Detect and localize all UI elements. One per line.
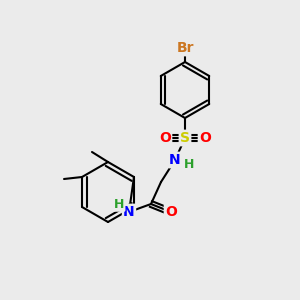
Text: S: S <box>180 131 190 145</box>
Text: O: O <box>159 131 171 145</box>
Text: H: H <box>114 197 124 211</box>
Text: O: O <box>165 205 177 219</box>
Text: O: O <box>199 131 211 145</box>
Text: H: H <box>184 158 194 170</box>
Text: N: N <box>169 153 181 167</box>
Text: N: N <box>123 205 135 219</box>
Text: Br: Br <box>176 41 194 55</box>
